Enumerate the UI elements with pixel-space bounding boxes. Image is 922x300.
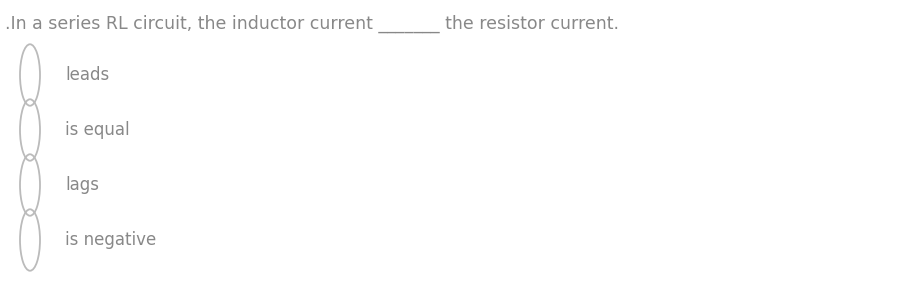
Text: .In a series RL circuit, the inductor current _______ the resistor current.: .In a series RL circuit, the inductor cu… [5,15,619,33]
Text: lags: lags [65,176,99,194]
Text: leads: leads [65,66,109,84]
Text: is negative: is negative [65,231,156,249]
Text: is equal: is equal [65,121,130,139]
